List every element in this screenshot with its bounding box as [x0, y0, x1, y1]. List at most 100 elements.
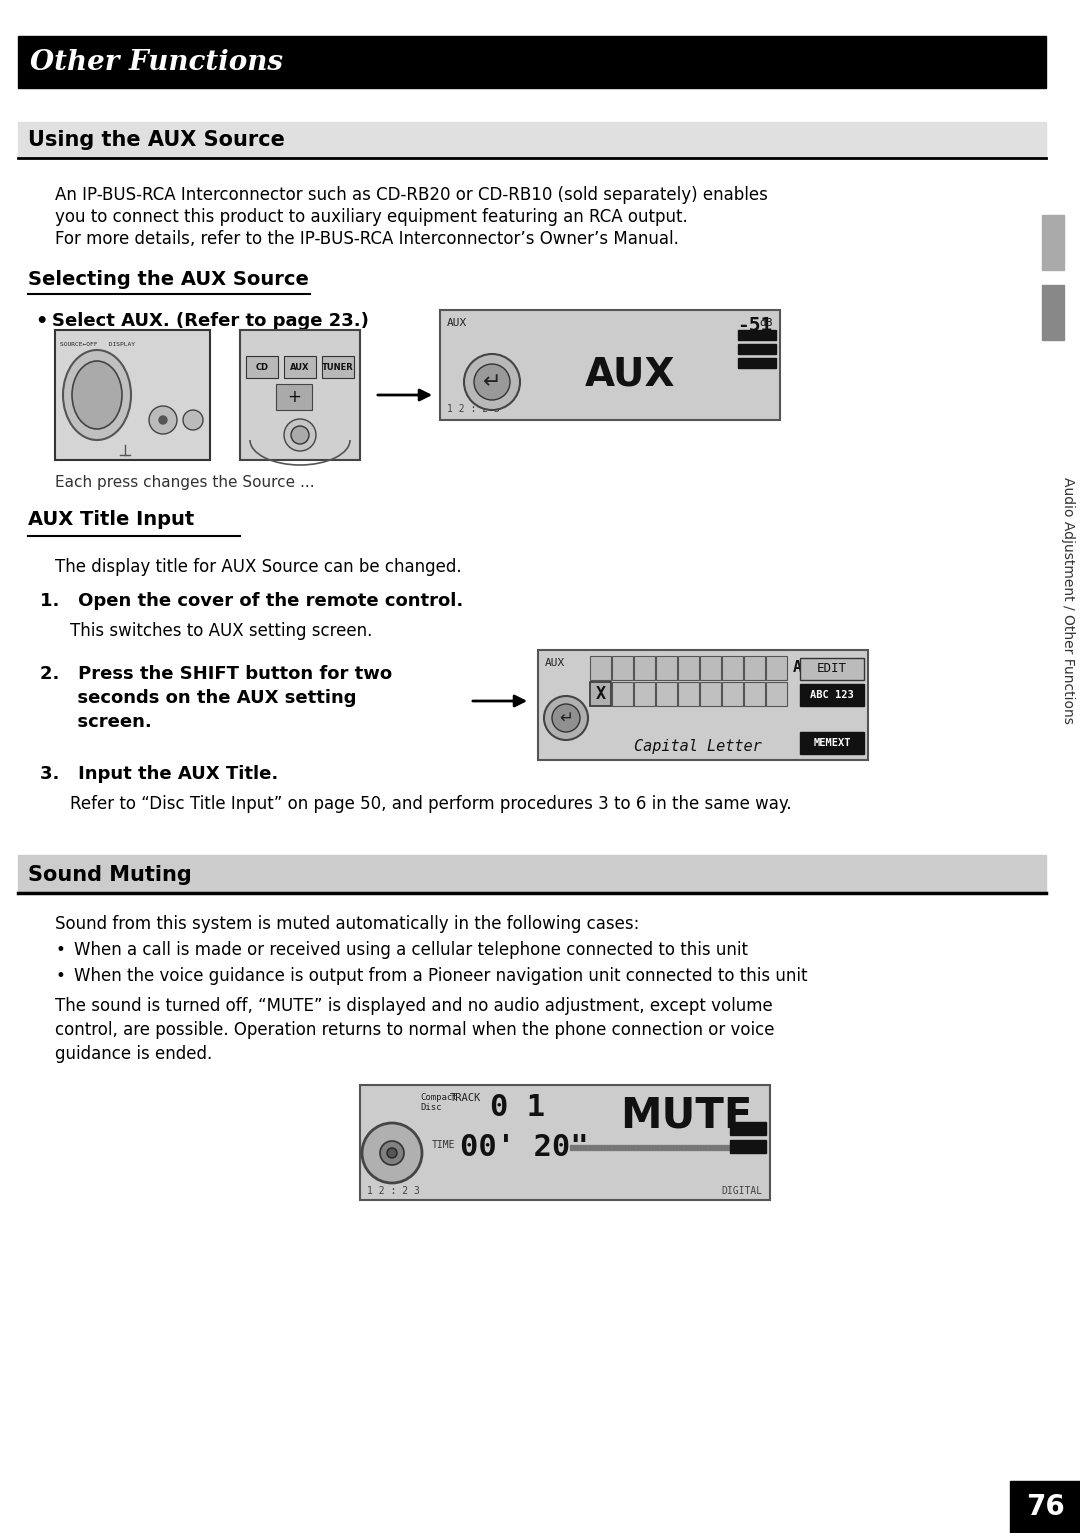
- Text: screen.: screen.: [40, 713, 152, 731]
- Bar: [741, 1145, 743, 1150]
- Bar: [738, 359, 777, 368]
- Bar: [573, 1145, 575, 1150]
- Bar: [618, 1145, 620, 1150]
- Text: AUX: AUX: [447, 317, 468, 328]
- Circle shape: [552, 704, 580, 731]
- Text: Disc: Disc: [420, 1104, 442, 1111]
- Bar: [585, 1145, 588, 1150]
- Bar: [693, 1145, 696, 1150]
- Bar: [603, 1145, 605, 1150]
- Text: 3.   Input the AUX Title.: 3. Input the AUX Title.: [40, 765, 279, 783]
- Text: 1.   Open the cover of the remote control.: 1. Open the cover of the remote control.: [40, 592, 463, 610]
- Bar: [729, 1145, 731, 1150]
- Ellipse shape: [63, 350, 131, 440]
- Bar: [579, 1145, 581, 1150]
- Bar: [699, 1145, 701, 1150]
- Text: Sound from this system is muted automatically in the following cases:: Sound from this system is muted automati…: [55, 915, 639, 934]
- Bar: [738, 1145, 740, 1150]
- Bar: [654, 1145, 656, 1150]
- Bar: [591, 1145, 593, 1150]
- Bar: [744, 682, 765, 707]
- Text: For more details, refer to the IP-BUS-RCA Interconnector’s Owner’s Manual.: For more details, refer to the IP-BUS-RC…: [55, 230, 679, 248]
- Bar: [634, 656, 654, 681]
- Bar: [276, 383, 312, 409]
- Bar: [800, 731, 864, 754]
- Text: Each press changes the Source ...: Each press changes the Source ...: [55, 475, 314, 491]
- Text: guidance is ended.: guidance is ended.: [55, 1046, 213, 1062]
- Text: 1 2 : 2 3: 1 2 : 2 3: [447, 405, 500, 414]
- Text: Audio Adjustment / Other Functions: Audio Adjustment / Other Functions: [1061, 477, 1075, 724]
- Bar: [708, 1145, 710, 1150]
- Text: SOURCE←OFF   DISPLAY: SOURCE←OFF DISPLAY: [60, 342, 135, 346]
- Bar: [730, 1141, 766, 1153]
- Bar: [672, 1145, 674, 1150]
- Circle shape: [464, 354, 519, 409]
- Bar: [627, 1145, 629, 1150]
- Bar: [732, 1145, 734, 1150]
- Text: 1 2 : 2 3: 1 2 : 2 3: [367, 1187, 420, 1196]
- Text: +: +: [287, 388, 301, 406]
- Bar: [702, 1145, 704, 1150]
- Bar: [657, 1145, 659, 1150]
- Bar: [322, 356, 354, 379]
- Text: When the voice guidance is output from a Pioneer navigation unit connected to th: When the voice guidance is output from a…: [75, 967, 808, 986]
- Bar: [612, 656, 633, 681]
- Bar: [634, 682, 654, 707]
- Text: MUTE: MUTE: [620, 1095, 753, 1137]
- Bar: [700, 682, 721, 707]
- Bar: [744, 656, 765, 681]
- Bar: [642, 1145, 644, 1150]
- Bar: [612, 682, 633, 707]
- Bar: [723, 682, 743, 707]
- Text: TRACK: TRACK: [450, 1093, 482, 1104]
- Text: The sound is turned off, “MUTE” is displayed and no audio adjustment, except vol: The sound is turned off, “MUTE” is displ…: [55, 996, 773, 1015]
- Text: X: X: [596, 685, 606, 704]
- Bar: [690, 1145, 692, 1150]
- Bar: [440, 310, 780, 420]
- Bar: [1042, 285, 1064, 340]
- Bar: [1042, 215, 1064, 270]
- Bar: [570, 1145, 572, 1150]
- Text: Selecting the AUX Source: Selecting the AUX Source: [28, 270, 309, 290]
- Bar: [696, 1145, 698, 1150]
- Bar: [738, 330, 777, 340]
- Text: control, are possible. Operation returns to normal when the phone connection or : control, are possible. Operation returns…: [55, 1021, 774, 1039]
- Bar: [747, 1145, 750, 1150]
- Bar: [600, 1145, 602, 1150]
- Circle shape: [544, 696, 588, 740]
- Bar: [1010, 1481, 1080, 1533]
- Bar: [656, 656, 677, 681]
- Text: •: •: [35, 313, 48, 331]
- Text: An IP-BUS-RCA Interconnector such as CD-RB20 or CD-RB10 (sold separately) enable: An IP-BUS-RCA Interconnector such as CD-…: [55, 185, 768, 204]
- Circle shape: [149, 406, 177, 434]
- Text: dB: dB: [759, 317, 773, 328]
- Text: When a call is made or received using a cellular telephone connected to this uni: When a call is made or received using a …: [75, 941, 748, 960]
- Bar: [723, 1145, 725, 1150]
- Bar: [633, 1145, 635, 1150]
- Bar: [588, 1145, 590, 1150]
- Bar: [660, 1145, 662, 1150]
- Bar: [678, 682, 699, 707]
- Bar: [675, 1145, 677, 1150]
- Text: 2.   Press the SHIFT button for two: 2. Press the SHIFT button for two: [40, 665, 392, 684]
- Bar: [621, 1145, 623, 1150]
- Bar: [717, 1145, 719, 1150]
- Text: Select AUX. (Refer to page 23.): Select AUX. (Refer to page 23.): [52, 313, 369, 330]
- Text: you to connect this product to auxiliary equipment featuring an RCA output.: you to connect this product to auxiliary…: [55, 208, 688, 225]
- Text: CD: CD: [256, 362, 269, 371]
- Text: EDIT: EDIT: [816, 662, 847, 676]
- Text: AUX Title Input: AUX Title Input: [28, 510, 194, 529]
- Ellipse shape: [72, 360, 122, 429]
- Bar: [612, 1145, 615, 1150]
- Text: ABC 123: ABC 123: [810, 690, 854, 701]
- Text: TIME: TIME: [432, 1141, 456, 1150]
- Text: A  U: A U: [793, 661, 829, 675]
- Circle shape: [183, 409, 203, 429]
- Text: -51: -51: [737, 316, 772, 336]
- Text: •: •: [55, 941, 65, 960]
- Bar: [597, 1145, 599, 1150]
- Bar: [630, 1145, 632, 1150]
- Bar: [800, 684, 864, 707]
- Bar: [766, 682, 787, 707]
- Bar: [609, 1145, 611, 1150]
